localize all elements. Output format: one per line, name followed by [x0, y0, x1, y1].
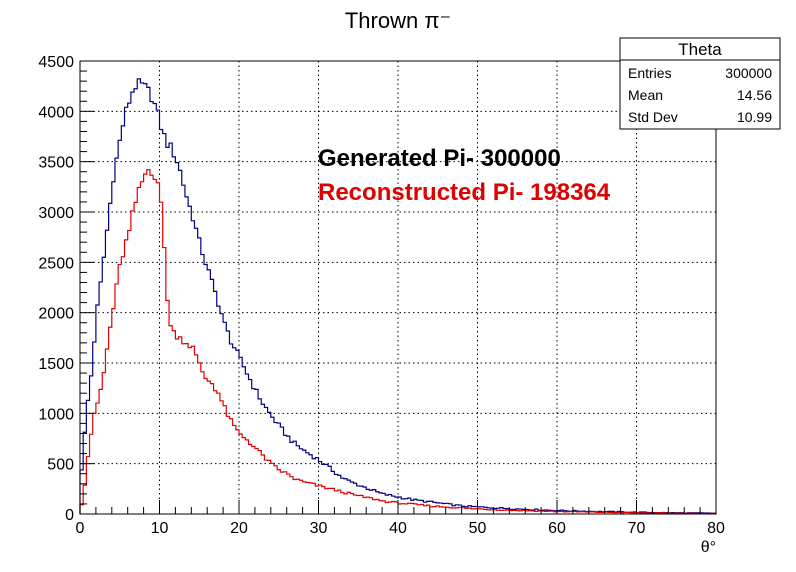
axis-ticks [79, 60, 717, 515]
y-tick-label-4500: 4500 [38, 54, 74, 71]
y-tick-label-3000: 3000 [38, 205, 74, 222]
y-tick-label-500: 500 [47, 457, 74, 474]
series-generated [79, 78, 717, 514]
stats-mean-value: 14.56 [737, 87, 772, 103]
stats-stddev-label: Std Dev [628, 109, 678, 125]
x-tick-label-20: 20 [230, 520, 248, 537]
stats-entries-value: 300000 [725, 65, 772, 81]
stats-mean-label: Mean [628, 87, 663, 103]
stats-stddev-value: 10.99 [737, 109, 772, 125]
x-tick-label-10: 10 [151, 520, 169, 537]
y-tick-label-1500: 1500 [38, 356, 74, 373]
x-tick-label-40: 40 [389, 520, 407, 537]
x-tick-label-30: 30 [310, 520, 328, 537]
stats-box-frame [619, 37, 781, 130]
annotation-reconstructed: Reconstructed Pi- 198364 [318, 179, 611, 206]
y-tick-label-4000: 4000 [38, 104, 74, 121]
grid [80, 61, 716, 514]
y-tick-labels: 0 500 1000 1500 2000 2500 3000 3500 4000 4500 [38, 54, 74, 524]
y-tick-label-0: 0 [65, 507, 74, 524]
y-tick-label-2500: 2500 [38, 255, 74, 272]
stats-box: Theta Entries 300000 Mean 14.56 Std Dev … [619, 37, 781, 130]
chart-title: Thrown π⁻ [345, 8, 451, 33]
stats-entries-label: Entries [628, 65, 672, 81]
y-tick-label-3500: 3500 [38, 155, 74, 172]
x-tick-label-60: 60 [548, 520, 566, 537]
y-tick-label-2000: 2000 [38, 306, 74, 323]
x-tick-label-50: 50 [469, 520, 487, 537]
x-axis-label: θ° [701, 539, 716, 556]
x-tick-label-70: 70 [628, 520, 646, 537]
x-tick-label-0: 0 [76, 520, 85, 537]
x-tick-labels: 0 10 20 30 40 50 60 70 80 [76, 520, 725, 537]
x-tick-label-80: 80 [707, 520, 725, 537]
y-tick-label-1000: 1000 [38, 406, 74, 423]
stats-box-title: Theta [678, 40, 722, 59]
annotation-generated: Generated Pi- 300000 [318, 145, 561, 172]
